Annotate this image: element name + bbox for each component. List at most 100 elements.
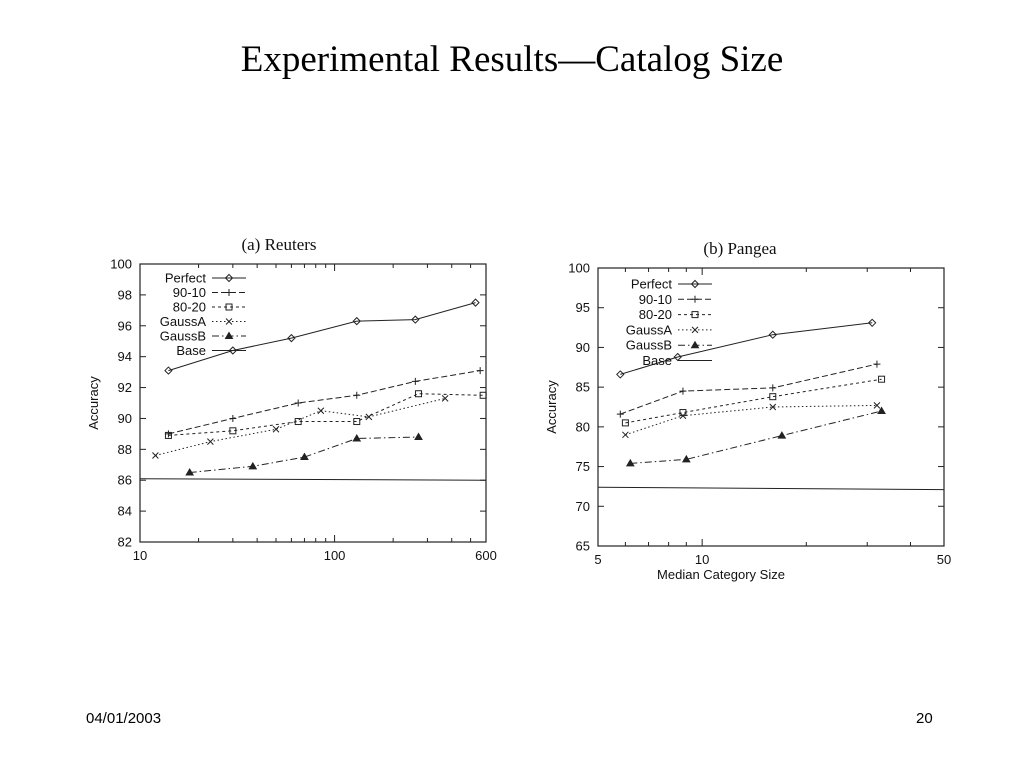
series-line-perfect (168, 302, 476, 372)
plot-frame (597, 267, 945, 547)
data-point-80-20 (353, 418, 361, 426)
y-axis-label: Accuracy (86, 376, 101, 430)
data-point-90-10 (353, 391, 361, 399)
y-tick-label: 82 (118, 535, 132, 550)
series-line-80-20 (168, 393, 484, 436)
legend-marker-gaussb (690, 340, 700, 349)
data-point-perfect (164, 366, 173, 375)
y-tick-label: 90 (576, 340, 590, 355)
series-line-base (139, 478, 487, 481)
legend-label-90-10: 90-10 (639, 292, 672, 307)
legend-label-perfect: Perfect (165, 271, 207, 286)
chart-title: (b) Pangea (703, 239, 777, 258)
slide-title: Experimental Results—Catalog Size (240, 39, 784, 80)
y-tick-label: 88 (118, 442, 132, 457)
legend-label-base: Base (176, 343, 206, 358)
data-point-gaussa (207, 438, 214, 445)
series-line-90-10 (168, 370, 481, 435)
data-point-perfect (768, 330, 777, 339)
data-point-90-10 (164, 430, 172, 438)
data-point-90-10 (294, 399, 302, 407)
data-point-perfect (287, 333, 296, 343)
data-point-perfect (616, 370, 625, 379)
y-tick-label: 80 (576, 419, 590, 434)
data-point-90-10 (229, 414, 237, 422)
legend-marker-perfect (690, 279, 700, 289)
x-tick-label: 5 (594, 552, 601, 567)
legend-marker-gaussa (691, 326, 699, 334)
x-tick-label: 10 (133, 548, 147, 563)
data-point-90-10 (616, 410, 624, 418)
legend-label-perfect: Perfect (631, 277, 673, 292)
x-tick-label: 50 (937, 552, 951, 567)
y-tick-label: 95 (576, 300, 590, 315)
y-tick-label: 90 (118, 411, 132, 426)
y-tick-label: 100 (110, 257, 132, 272)
legend-label-base: Base (642, 353, 672, 368)
data-point-perfect (228, 346, 238, 355)
data-point-90-10 (873, 360, 881, 368)
pangea-chart: (b) Pangea 100 95 90 85 80 75 70 65 5 10 50 Accuracy… (544, 239, 951, 582)
y-tick-label: 65 (576, 539, 590, 554)
data-point-80-20 (164, 431, 172, 439)
data-point-gaussb (300, 452, 309, 461)
data-point-gaussa (441, 395, 449, 402)
data-point-80-20 (415, 390, 423, 398)
legend-marker-90-10 (225, 289, 233, 296)
legend-marker-80-20 (691, 311, 699, 319)
data-point-gaussa (152, 452, 159, 459)
data-point-gaussb (777, 431, 787, 439)
data-point-gaussa (365, 413, 373, 421)
data-point-gaussb (185, 468, 195, 476)
legend-marker-perfect (224, 273, 234, 283)
y-tick-label: 75 (576, 459, 590, 474)
legend-label-gaussb: GaussB (626, 338, 672, 353)
data-point-80-20 (479, 391, 487, 399)
x-tick-label: 10 (695, 552, 709, 567)
data-point-80-20 (769, 393, 777, 401)
series-line-base (597, 486, 945, 491)
legend-label-gaussb: GaussB (160, 329, 206, 344)
series-line-gaussb (189, 436, 419, 473)
data-point-gaussb (681, 454, 691, 463)
y-tick-label: 92 (118, 380, 132, 395)
legend-label-gaussa: GaussA (626, 322, 673, 337)
data-point-gaussb (248, 461, 258, 470)
data-point-gaussa (622, 431, 629, 439)
x-tick-label: 600 (475, 548, 497, 563)
x-tick-label: 100 (324, 548, 346, 563)
y-tick-label: 86 (118, 473, 132, 488)
legend-label-gaussa: GaussA (160, 314, 207, 329)
data-point-perfect (673, 352, 682, 362)
y-tick-label: 100 (568, 261, 590, 276)
y-axis-label: Accuracy (544, 380, 559, 434)
data-point-gaussa (873, 402, 881, 409)
legend-label-80-20: 80-20 (639, 307, 672, 322)
page-number: 20 (916, 710, 933, 727)
footer-date: 04/01/2003 (86, 710, 162, 727)
data-point-80-20 (621, 419, 629, 427)
data-point-gaussa (317, 407, 325, 415)
data-point-gaussa (769, 403, 777, 411)
data-point-90-10 (679, 387, 687, 395)
legend-marker-90-10 (691, 295, 699, 303)
y-tick-label: 84 (118, 504, 132, 519)
series-line-80-20 (625, 378, 882, 424)
data-point-gaussa (679, 412, 687, 420)
data-point-gaussb (352, 434, 362, 442)
series-line-gaussa (155, 397, 446, 456)
legend-marker-gaussa (225, 318, 233, 325)
data-point-90-10 (411, 377, 419, 385)
series-line-perfect (620, 322, 873, 375)
x-axis-label: Median Category Size (657, 567, 785, 582)
data-point-90-10 (769, 384, 777, 392)
legend-marker-80-20 (225, 303, 233, 311)
y-tick-label: 85 (576, 380, 590, 395)
data-point-gaussb (877, 406, 886, 414)
data-point-perfect (471, 298, 480, 307)
data-point-gaussb (414, 432, 423, 440)
